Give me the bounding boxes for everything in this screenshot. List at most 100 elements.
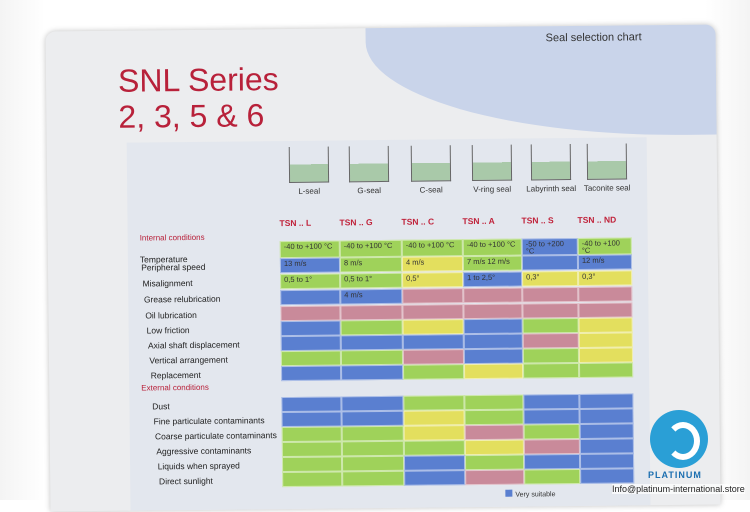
table-cell bbox=[404, 470, 466, 486]
table-cell bbox=[523, 393, 580, 410]
external-conditions-heading: External conditions bbox=[141, 382, 209, 393]
row-label: Axial shaft displacement bbox=[147, 339, 240, 351]
table-cell bbox=[463, 333, 523, 350]
seal-label: L-seal bbox=[298, 186, 321, 196]
table-cell bbox=[523, 423, 580, 440]
table-cell bbox=[579, 362, 634, 378]
table-cell bbox=[579, 453, 635, 469]
table-cell bbox=[403, 425, 465, 441]
table-cell bbox=[465, 469, 525, 486]
table-cell bbox=[281, 426, 342, 443]
table-cell: 0,3° bbox=[578, 270, 633, 286]
table-cell: 7 m/s 12 m/s bbox=[462, 255, 523, 272]
table-cell bbox=[403, 395, 465, 411]
table-cell bbox=[523, 453, 581, 470]
chart-title: Seal selection chart bbox=[545, 31, 642, 45]
table-cell bbox=[341, 425, 404, 442]
row-label: Dust bbox=[152, 401, 170, 412]
seal-diagram: V-ring seal bbox=[462, 144, 523, 195]
row-label: Oil lubrication bbox=[145, 309, 197, 321]
table-cell bbox=[580, 468, 635, 484]
row-label: Direct sunlight bbox=[158, 475, 213, 487]
table-cell bbox=[280, 335, 341, 352]
internal-conditions-heading: Internal conditions bbox=[139, 232, 205, 243]
row-label: Replacement bbox=[150, 369, 201, 381]
table-cell bbox=[341, 455, 405, 472]
table-cell bbox=[281, 411, 342, 428]
table-cell bbox=[402, 334, 464, 350]
table-cell bbox=[280, 289, 341, 306]
series-line-2: 2, 3, 5 & 6 bbox=[118, 97, 265, 135]
row-label: Misalignment bbox=[142, 277, 193, 289]
table-cell bbox=[578, 332, 633, 348]
legend: Very suitable bbox=[505, 489, 556, 499]
table-cell bbox=[402, 304, 464, 320]
table-cell bbox=[522, 347, 580, 364]
table-cell bbox=[524, 468, 581, 485]
seal-diagram: L-seal bbox=[279, 146, 340, 196]
table-cell bbox=[463, 318, 523, 335]
table-cell bbox=[523, 438, 580, 455]
table-cell: 0,3° bbox=[522, 270, 579, 287]
watermark-email: Info@platinum-international.store bbox=[612, 484, 745, 494]
table-cell bbox=[522, 332, 579, 349]
table-cell bbox=[578, 317, 633, 333]
table-cell: 1 to 2,5° bbox=[463, 271, 523, 288]
table-cell bbox=[341, 395, 404, 412]
table-cell bbox=[402, 288, 464, 304]
table-cell bbox=[403, 364, 465, 380]
table-cell bbox=[578, 347, 634, 363]
table-cell bbox=[523, 362, 580, 379]
column-header: TSN .. A bbox=[462, 215, 495, 227]
table-cell bbox=[340, 319, 403, 336]
seal-cross-section-icon bbox=[471, 144, 513, 182]
seal-diagram: Taconite seal bbox=[577, 143, 638, 193]
table-cell: -40 to +100 °C bbox=[401, 239, 463, 257]
seal-cross-section-icon bbox=[410, 145, 452, 182]
seal-cross-section-icon bbox=[530, 144, 572, 181]
platinum-logo-icon bbox=[650, 410, 708, 468]
table-cell bbox=[280, 320, 341, 337]
legend-swatch bbox=[505, 489, 513, 497]
table-cell bbox=[403, 410, 465, 426]
table-cell bbox=[341, 410, 404, 427]
table-cell bbox=[281, 396, 342, 413]
table-cell bbox=[340, 349, 404, 366]
row-label: Coarse particulate contaminants bbox=[154, 430, 277, 442]
table-cell bbox=[522, 302, 579, 319]
row-label: Aggressive contaminants bbox=[156, 445, 252, 457]
seal-label: G-seal bbox=[357, 186, 382, 196]
table-cell bbox=[281, 441, 342, 458]
legend-very-suitable: Very suitable bbox=[515, 491, 556, 499]
table-cell bbox=[464, 424, 524, 441]
table-cell bbox=[280, 305, 341, 322]
watermark-brand: PLATINUM bbox=[648, 470, 702, 480]
table-cell bbox=[579, 438, 634, 454]
table-cell bbox=[464, 454, 525, 471]
table-cell bbox=[579, 393, 634, 409]
seal-cross-section-icon bbox=[586, 143, 628, 180]
table-cell bbox=[578, 286, 633, 302]
table-cell bbox=[402, 319, 464, 335]
column-header: TSN .. C bbox=[401, 216, 435, 227]
row-label: Low friction bbox=[146, 325, 190, 336]
row-label: Grease relubrication bbox=[143, 293, 221, 305]
table-cell bbox=[403, 440, 465, 456]
table-cell bbox=[402, 349, 465, 365]
table-cell: -40 to +100 °C bbox=[279, 240, 340, 259]
seal-label: Taconite seal bbox=[583, 183, 631, 193]
table-cell: -50 to +200 °C bbox=[521, 237, 578, 256]
seal-cross-section-icon bbox=[348, 145, 390, 183]
seal-diagram: Labyrinth seal bbox=[521, 144, 582, 194]
table-cell bbox=[463, 348, 524, 365]
table-cell bbox=[341, 440, 404, 457]
table-cell bbox=[521, 254, 579, 271]
table-cell bbox=[281, 365, 342, 382]
row-label: Fine particulate contaminants bbox=[153, 415, 265, 427]
seal-label: Labyrinth seal bbox=[526, 183, 577, 194]
table-cell bbox=[522, 317, 579, 334]
row-label: Liquids when sprayed bbox=[157, 460, 240, 472]
table-cell bbox=[281, 456, 343, 473]
table-cell bbox=[579, 408, 634, 424]
series-title: SNL Series 2, 3, 5 & 6 bbox=[118, 61, 279, 135]
